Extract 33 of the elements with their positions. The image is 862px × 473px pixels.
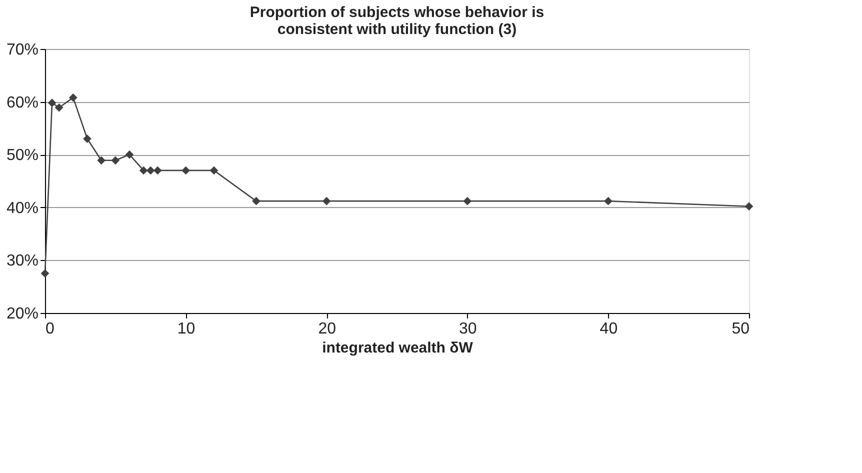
point bbox=[210, 166, 218, 175]
point bbox=[322, 196, 331, 206]
point bbox=[97, 156, 106, 165]
x-tick-label: 40 bbox=[600, 320, 618, 338]
x-axis-title: integrated wealth δW bbox=[322, 340, 474, 356]
y-tick-label: 40% bbox=[6, 200, 38, 217]
x-tick-label: 20 bbox=[318, 320, 336, 338]
point bbox=[48, 98, 56, 108]
point bbox=[111, 156, 120, 165]
point bbox=[182, 166, 190, 175]
x-tick-label: 30 bbox=[459, 320, 477, 338]
x-tick-label: 50 bbox=[732, 320, 750, 338]
text: Proportion of subjects whose behavior is bbox=[250, 4, 544, 21]
point bbox=[125, 150, 134, 159]
x-tick-label: 0 bbox=[46, 320, 54, 338]
text: consistent with utility function (3) bbox=[277, 21, 517, 38]
y-tick-label: 20% bbox=[6, 306, 38, 322]
point bbox=[68, 93, 78, 102]
point bbox=[744, 202, 754, 211]
point bbox=[252, 196, 260, 206]
point bbox=[463, 196, 472, 206]
point bbox=[83, 134, 92, 143]
point bbox=[54, 103, 64, 112]
y-tick-label: 50% bbox=[6, 147, 38, 164]
point bbox=[40, 269, 50, 278]
y-tick-label: 70% bbox=[6, 42, 38, 58]
point bbox=[146, 166, 155, 175]
point bbox=[153, 166, 162, 175]
point bbox=[604, 196, 612, 206]
x-tick-label: 10 bbox=[177, 320, 196, 338]
point bbox=[139, 166, 148, 175]
y-tick-label: 30% bbox=[6, 252, 38, 270]
y-tick-label: 60% bbox=[6, 94, 38, 112]
